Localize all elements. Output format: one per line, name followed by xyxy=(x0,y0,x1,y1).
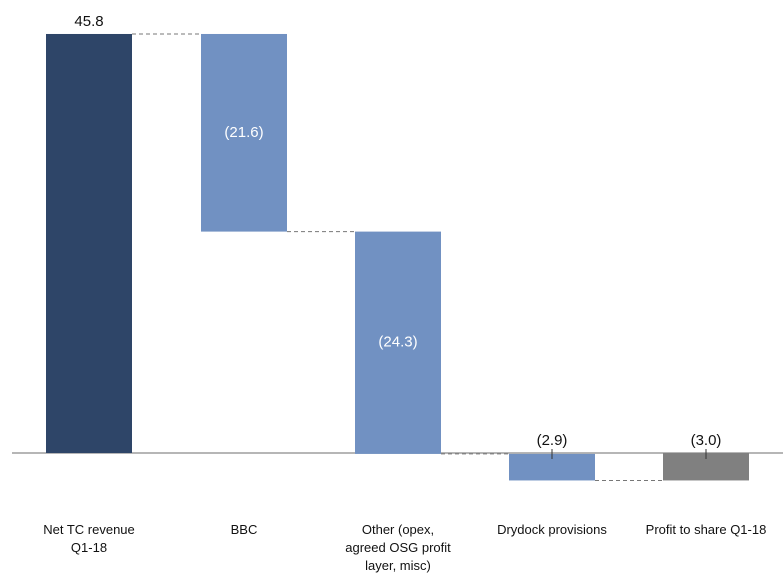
x-tick-label: Drydock provisions xyxy=(497,522,607,537)
x-tick-label: Other (opex, agreed OSG profit layer, mi… xyxy=(345,522,451,573)
value-label: (24.3) xyxy=(378,334,417,351)
value-label: (21.6) xyxy=(224,124,263,141)
x-tick-label: BBC xyxy=(230,522,258,537)
bar xyxy=(355,231,441,454)
x-tick-label: Net TC revenue Q1-18 xyxy=(43,522,135,555)
bar xyxy=(201,33,287,232)
x-tick-label: Profit to share Q1-18 xyxy=(645,522,767,537)
value-label: 45.8 xyxy=(74,13,103,30)
bar xyxy=(46,33,132,454)
value-label: (2.9) xyxy=(537,432,568,449)
value-label: (3.0) xyxy=(691,432,722,449)
